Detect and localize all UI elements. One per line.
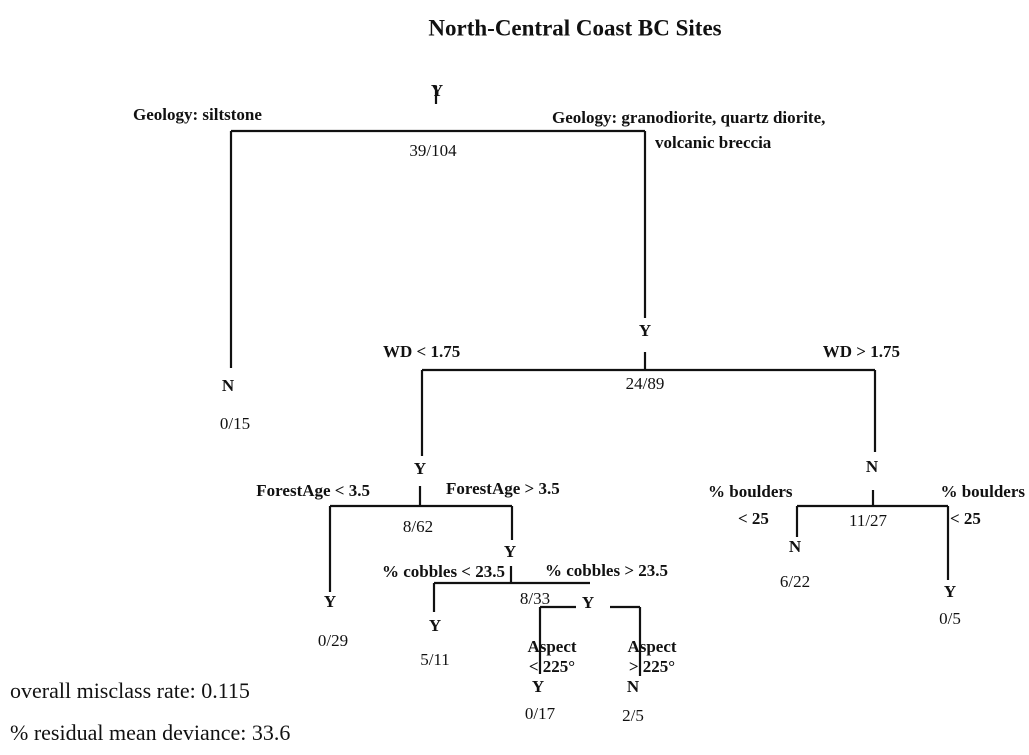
split-label: Aspect: [627, 637, 676, 656]
branches: [229, 86, 950, 676]
node-count: 6/22: [780, 572, 810, 591]
node-count: 5/11: [420, 650, 450, 669]
split-label: WD > 1.75: [823, 342, 900, 361]
split-label: % cobbles < 23.5: [382, 562, 505, 581]
node-class: Y: [639, 321, 651, 340]
split-label: < 25: [738, 509, 769, 528]
node-count: 8/62: [403, 517, 433, 536]
node-class: Y: [431, 81, 443, 100]
split-label: ForestAge > 3.5: [446, 479, 560, 498]
footer-line: overall misclass rate: 0.115: [10, 678, 250, 703]
node-class: Y: [532, 677, 544, 696]
node-class: Y: [429, 616, 441, 635]
node-count: 2/5: [622, 706, 644, 725]
node-class: Y: [414, 459, 426, 478]
node-count: 0/29: [318, 631, 348, 650]
node-class: N: [866, 457, 879, 476]
footer-line: % residual mean deviance: 33.6: [10, 720, 290, 745]
node-class: N: [222, 376, 235, 395]
node-count: 11/27: [849, 511, 888, 530]
node-class: Y: [504, 542, 516, 561]
node-class: N: [789, 537, 802, 556]
split-label: ForestAge < 3.5: [256, 481, 370, 500]
split-label: % boulders: [708, 482, 793, 501]
split-label: % boulders: [940, 482, 1025, 501]
split-label: Aspect: [527, 637, 576, 656]
node-count: 8/33: [520, 589, 550, 608]
split-label: Geology: granodiorite, quartz diorite,: [552, 108, 825, 127]
split-label: > 225°: [629, 657, 675, 676]
node-count: 24/89: [626, 374, 665, 393]
labels: Y 39/104 N 0/15 Y 24/89 Y 8/62 N 11/27 Y 0/29 Y 8/33 Y…: [133, 81, 1025, 725]
node-count: 39/104: [409, 141, 457, 160]
node-class: Y: [324, 592, 336, 611]
split-label: < 25: [950, 509, 981, 528]
title: North-Central Coast BC Sites: [428, 15, 721, 40]
split-label: Geology: siltstone: [133, 105, 262, 124]
node-class: N: [627, 677, 640, 696]
split-label: % cobbles > 23.5: [545, 561, 668, 580]
node-count: 0/5: [939, 609, 961, 628]
split-label: volcanic breccia: [655, 133, 772, 152]
node-class: Y: [582, 593, 594, 612]
split-label: < 225°: [529, 657, 575, 676]
node-class: Y: [944, 582, 956, 601]
node-count: 0/17: [525, 704, 556, 723]
split-label: WD < 1.75: [383, 342, 460, 361]
node-count: 0/15: [220, 414, 250, 433]
